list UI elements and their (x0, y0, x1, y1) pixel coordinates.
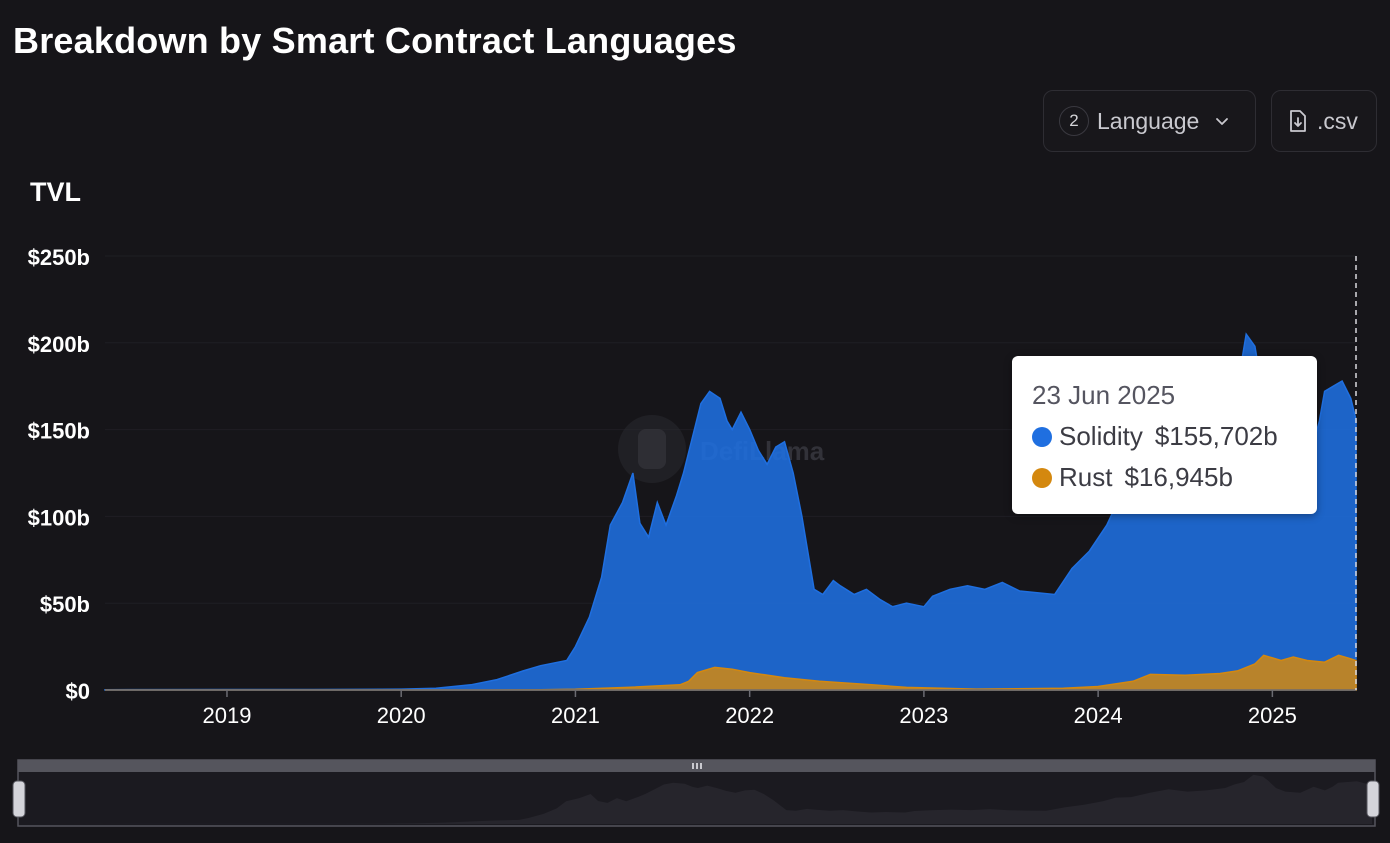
tooltip-date: 23 Jun 2025 (1032, 380, 1176, 410)
x-tick-label: 2024 (1074, 703, 1123, 728)
y-tick-label: $50b (40, 592, 90, 617)
tooltip-series-dot (1032, 467, 1052, 488)
range-slider-grip-icon (692, 763, 702, 769)
range-slider[interactable] (12, 759, 1380, 827)
x-tick-label: 2022 (725, 703, 774, 728)
range-slider-right-handle[interactable] (1366, 780, 1380, 818)
x-tick-label: 2019 (202, 703, 251, 728)
y-tick-label: $100b (28, 505, 90, 530)
tooltip-row-solidity: Solidity $155,702b (1032, 421, 1317, 452)
chart-tooltip: 23 Jun 2025 Solidity $155,702b Rust $16,… (1012, 356, 1317, 514)
x-tick-label: 2023 (899, 703, 948, 728)
tooltip-series-name: Rust (1059, 462, 1113, 492)
download-csv-label: .csv (1317, 107, 1358, 134)
page-title: Breakdown by Smart Contract Languages (13, 20, 737, 61)
y-axis-labels: $0 $50b $100b $150b $200b $250b (28, 245, 90, 704)
language-selector-label: Language (1097, 107, 1200, 134)
tooltip-series-name: Solidity (1059, 421, 1143, 451)
y-tick-label: $0 (66, 679, 90, 704)
tooltip-row-rust: Rust $16,945b (1032, 462, 1317, 493)
x-tick-label: 2020 (377, 703, 426, 728)
series-area-rust (105, 654, 1357, 691)
download-csv-button[interactable]: .csv (1271, 90, 1377, 152)
x-tick-label: 2025 (1248, 703, 1297, 728)
range-slider-preview (20, 774, 1372, 824)
y-tick-label: $200b (28, 332, 90, 357)
x-tick-label: 2021 (551, 703, 600, 728)
y-tick-label: $150b (28, 419, 90, 444)
chevron-down-icon (1213, 112, 1231, 130)
y-tick-label: $250b (28, 245, 90, 270)
x-axis: 2019 2020 2021 2022 2023 2024 2025 (105, 689, 1356, 728)
tooltip-series-dot (1032, 426, 1052, 447)
range-slider-left-handle[interactable] (12, 780, 26, 818)
tooltip-series-value: $155,702b (1154, 421, 1278, 451)
language-selector-button[interactable]: 2 Language (1043, 90, 1256, 152)
y-axis-title: TVL (30, 177, 81, 207)
file-download-icon (1288, 109, 1308, 133)
tooltip-series-value: $16,945b (1124, 462, 1233, 492)
language-count-badge: 2 (1059, 106, 1089, 136)
